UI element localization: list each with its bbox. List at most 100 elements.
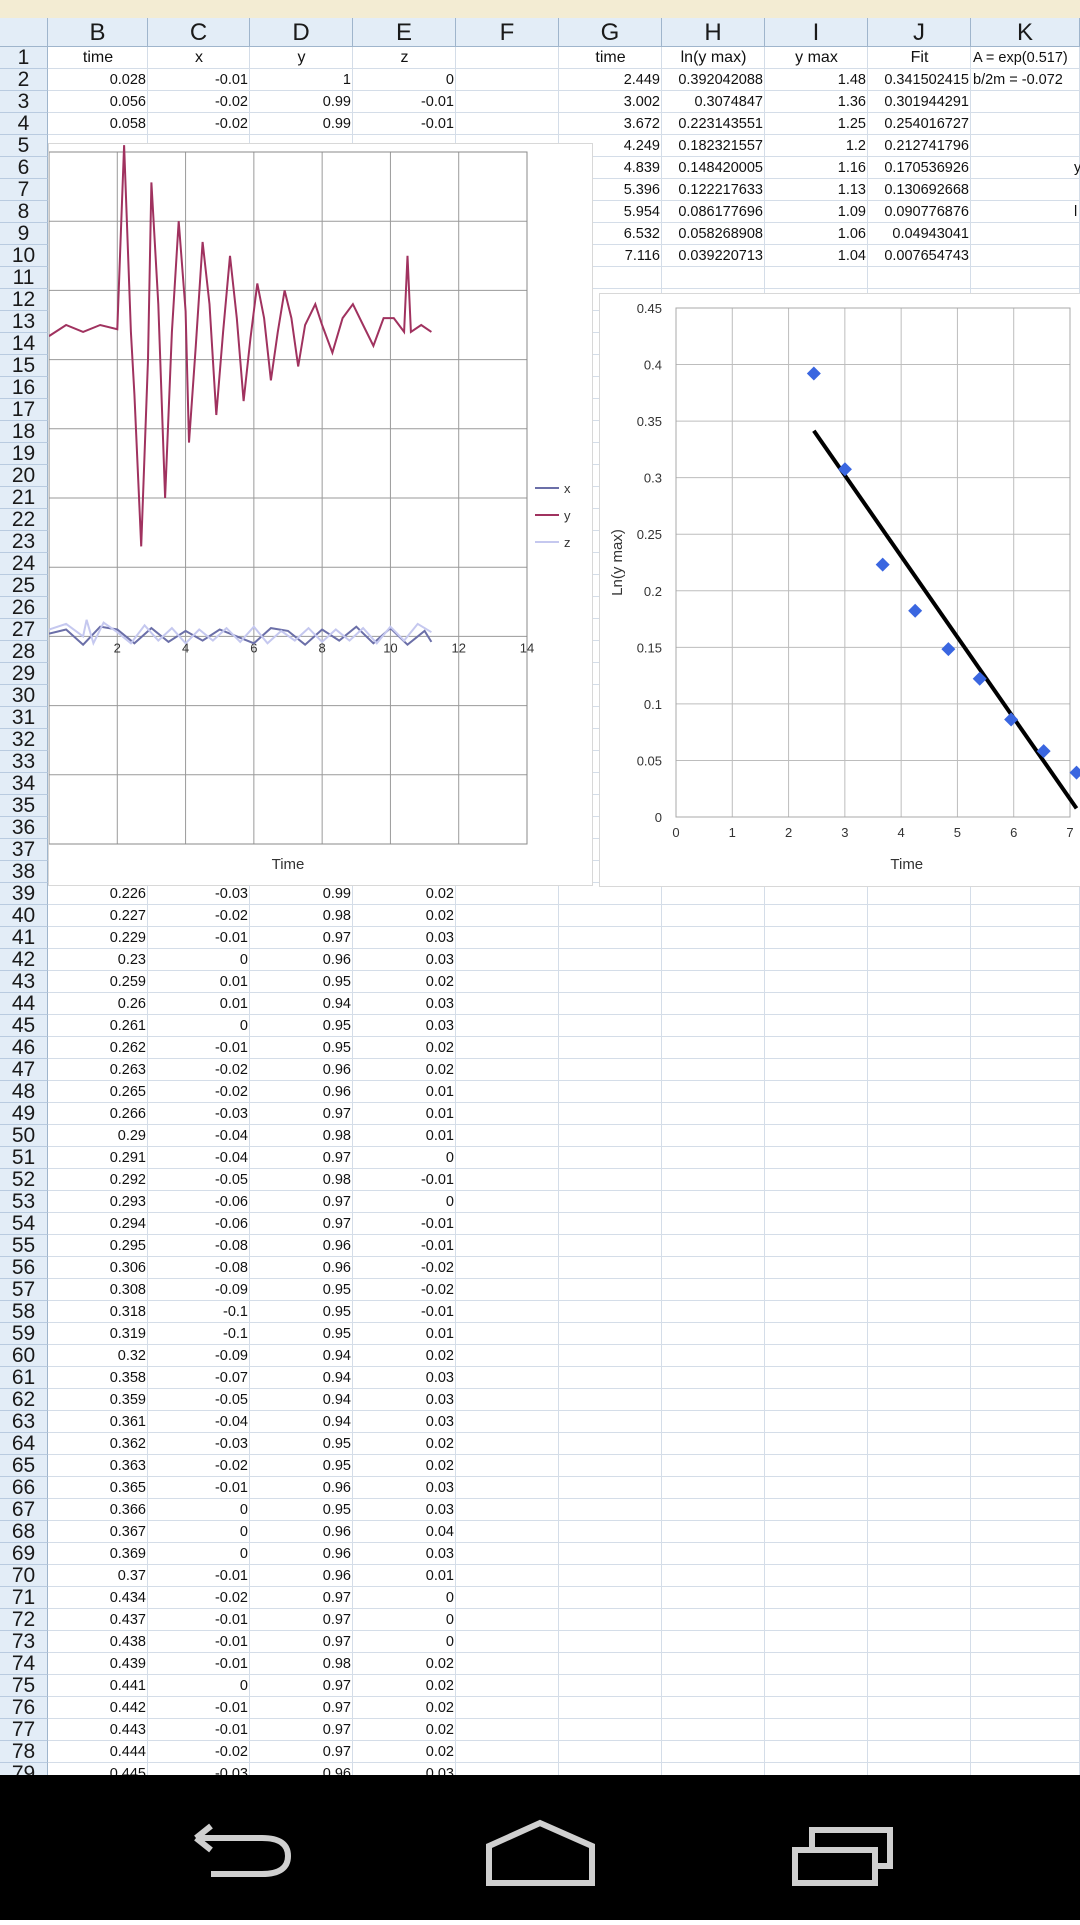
row-header-66[interactable]: 66 <box>0 1477 48 1499</box>
column-header-i[interactable]: I <box>765 18 868 47</box>
cell-j10[interactable]: 0.007654743 <box>884 248 969 264</box>
cell-c74[interactable]: -0.01 <box>214 1656 248 1672</box>
cell-l6[interactable]: y <box>1074 160 1080 176</box>
row-header-64[interactable]: 64 <box>0 1433 48 1455</box>
cell-c1[interactable]: x <box>195 49 203 66</box>
cell-d71[interactable]: 0.97 <box>322 1590 351 1606</box>
cell-i5[interactable]: 1.2 <box>845 138 866 154</box>
line-chart[interactable]: 2 4 6 8 10 12 14 Time x y z <box>48 143 593 886</box>
row-header-68[interactable]: 68 <box>0 1521 48 1543</box>
cell-d67[interactable]: 0.95 <box>322 1502 351 1518</box>
cell-e43[interactable]: 0.02 <box>425 974 454 990</box>
cell-c47[interactable]: -0.02 <box>214 1062 248 1078</box>
row-header-52[interactable]: 52 <box>0 1169 48 1191</box>
row-header-11[interactable]: 11 <box>0 267 48 289</box>
cell-b78[interactable]: 0.444 <box>109 1744 146 1760</box>
row-header-50[interactable]: 50 <box>0 1125 48 1147</box>
cell-d50[interactable]: 0.98 <box>322 1128 351 1144</box>
cell-c39[interactable]: -0.03 <box>214 886 248 902</box>
column-header-b[interactable]: B <box>48 18 148 47</box>
cell-d47[interactable]: 0.96 <box>322 1062 351 1078</box>
cell-b63[interactable]: 0.361 <box>109 1414 146 1430</box>
row-header-20[interactable]: 20 <box>0 465 48 487</box>
cell-b52[interactable]: 0.292 <box>109 1172 146 1188</box>
cell-e48[interactable]: 0.01 <box>425 1084 454 1100</box>
cell-c75[interactable]: 0 <box>239 1678 248 1694</box>
cell-c76[interactable]: -0.01 <box>214 1700 248 1716</box>
row-header-34[interactable]: 34 <box>0 773 48 795</box>
row-header-74[interactable]: 74 <box>0 1653 48 1675</box>
cell-d62[interactable]: 0.94 <box>322 1392 351 1408</box>
cell-c42[interactable]: 0 <box>239 952 248 968</box>
cell-g9[interactable]: 6.532 <box>623 226 660 242</box>
cell-d53[interactable]: 0.97 <box>322 1194 351 1210</box>
row-header-56[interactable]: 56 <box>0 1257 48 1279</box>
cell-j5[interactable]: 0.212741796 <box>884 138 969 154</box>
cell-d59[interactable]: 0.95 <box>322 1326 351 1342</box>
cell-i7[interactable]: 1.13 <box>837 182 866 198</box>
cell-b59[interactable]: 0.319 <box>109 1326 146 1342</box>
cell-e72[interactable]: 0 <box>445 1612 454 1628</box>
cell-c2[interactable]: -0.01 <box>214 72 248 88</box>
row-header-45[interactable]: 45 <box>0 1015 48 1037</box>
cell-e50[interactable]: 0.01 <box>425 1128 454 1144</box>
row-header-65[interactable]: 65 <box>0 1455 48 1477</box>
cell-e54[interactable]: -0.01 <box>420 1216 454 1232</box>
cell-h6[interactable]: 0.148420005 <box>678 160 763 176</box>
cell-d69[interactable]: 0.96 <box>322 1546 351 1562</box>
cell-d63[interactable]: 0.94 <box>322 1414 351 1430</box>
row-header-61[interactable]: 61 <box>0 1367 48 1389</box>
cell-d78[interactable]: 0.97 <box>322 1744 351 1760</box>
cell-d65[interactable]: 0.95 <box>322 1458 351 1474</box>
cell-c56[interactable]: -0.08 <box>214 1260 248 1276</box>
cell-b76[interactable]: 0.442 <box>109 1700 146 1716</box>
cell-k2[interactable]: b/2m = -0.072 <box>973 72 1063 88</box>
row-header-22[interactable]: 22 <box>0 509 48 531</box>
cell-e45[interactable]: 0.03 <box>425 1018 454 1034</box>
cell-e56[interactable]: -0.02 <box>420 1260 454 1276</box>
cell-b47[interactable]: 0.263 <box>109 1062 146 1078</box>
cell-j7[interactable]: 0.130692668 <box>884 182 969 198</box>
cell-c3[interactable]: -0.02 <box>214 94 248 110</box>
cell-c59[interactable]: -0.1 <box>223 1326 248 1342</box>
row-header-47[interactable]: 47 <box>0 1059 48 1081</box>
row-header-72[interactable]: 72 <box>0 1609 48 1631</box>
cell-e49[interactable]: 0.01 <box>425 1106 454 1122</box>
cell-b3[interactable]: 0.056 <box>109 94 146 110</box>
cell-d49[interactable]: 0.97 <box>322 1106 351 1122</box>
cell-c66[interactable]: -0.01 <box>214 1480 248 1496</box>
cell-b46[interactable]: 0.262 <box>109 1040 146 1056</box>
back-icon[interactable] <box>194 1823 292 1877</box>
column-header-f[interactable]: F <box>456 18 559 47</box>
cell-b60[interactable]: 0.32 <box>117 1348 146 1364</box>
cell-b58[interactable]: 0.318 <box>109 1304 146 1320</box>
cell-c60[interactable]: -0.09 <box>214 1348 248 1364</box>
recents-icon[interactable] <box>792 1827 893 1886</box>
row-header-1[interactable]: 1 <box>0 47 48 69</box>
row-header-21[interactable]: 21 <box>0 487 48 509</box>
cell-c50[interactable]: -0.04 <box>214 1128 248 1144</box>
cell-g7[interactable]: 5.396 <box>623 182 660 198</box>
cell-d2[interactable]: 1 <box>342 72 351 88</box>
cell-c54[interactable]: -0.06 <box>214 1216 248 1232</box>
cell-e42[interactable]: 0.03 <box>425 952 454 968</box>
cell-j4[interactable]: 0.254016727 <box>884 116 969 132</box>
cell-e2[interactable]: 0 <box>445 72 454 88</box>
column-header-g[interactable]: G <box>559 18 662 47</box>
cell-c53[interactable]: -0.06 <box>214 1194 248 1210</box>
cell-l8[interactable]: l <box>1074 204 1078 220</box>
cell-b66[interactable]: 0.365 <box>109 1480 146 1496</box>
cell-b43[interactable]: 0.259 <box>109 974 146 990</box>
home-icon[interactable] <box>486 1819 595 1886</box>
cell-c46[interactable]: -0.01 <box>214 1040 248 1056</box>
cell-h8[interactable]: 0.086177696 <box>678 204 763 220</box>
row-header-31[interactable]: 31 <box>0 707 48 729</box>
row-header-48[interactable]: 48 <box>0 1081 48 1103</box>
cell-d55[interactable]: 0.96 <box>322 1238 351 1254</box>
cell-d48[interactable]: 0.96 <box>322 1084 351 1100</box>
row-header-15[interactable]: 15 <box>0 355 48 377</box>
cell-c73[interactable]: -0.01 <box>214 1634 248 1650</box>
row-header-29[interactable]: 29 <box>0 663 48 685</box>
cell-b77[interactable]: 0.443 <box>109 1722 146 1738</box>
